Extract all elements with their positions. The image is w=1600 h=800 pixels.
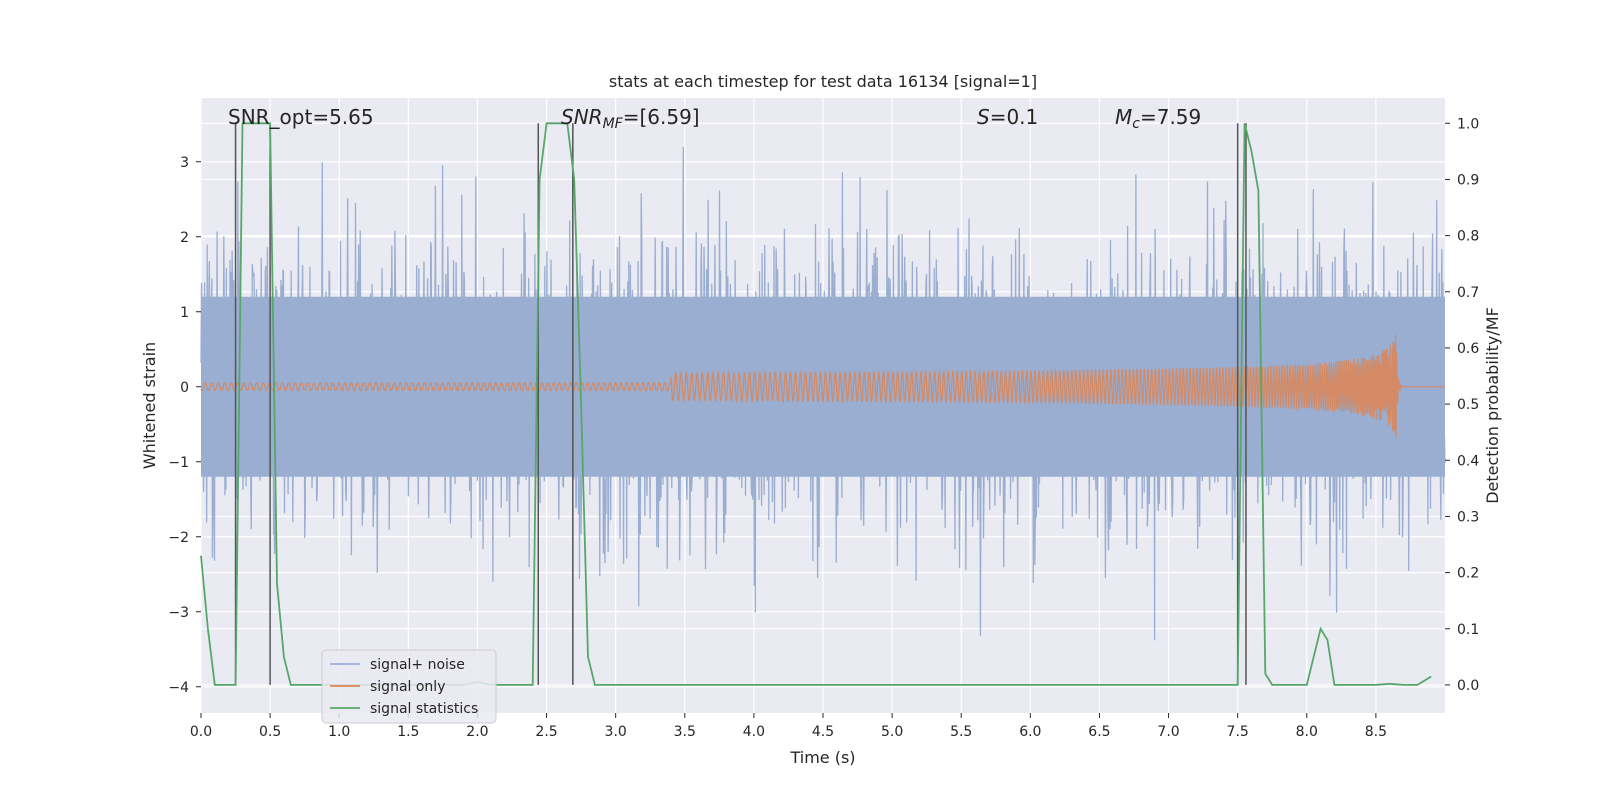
x-tick-label: 1.0 — [328, 724, 350, 740]
x-tick-label: 4.0 — [743, 724, 765, 740]
signal-statistics-series — [200, 122, 1432, 686]
y-right-tick-label: 0.6 — [1457, 341, 1479, 357]
y-right-tick-label: 1.0 — [1457, 116, 1479, 132]
x-tick-label: 6.0 — [1019, 724, 1041, 740]
snr-mf-main: SNR — [561, 105, 603, 129]
y-right-tick-label: 0.3 — [1457, 509, 1479, 525]
x-tick-label: 0.0 — [190, 724, 212, 740]
y-left-tick-label: 1 — [180, 305, 189, 321]
y-right-axis-label: Detection probability/MF — [1483, 307, 1502, 504]
y-right-tick-label: 0.2 — [1457, 566, 1479, 582]
y-right-tick-label: 0.0 — [1457, 678, 1479, 694]
y-left-axis-label: Whitened strain — [140, 342, 159, 469]
x-tick-label: 8.5 — [1365, 724, 1387, 740]
snr-opt-annotation: SNR_opt=5.65 — [228, 105, 374, 129]
x-tick-label: 5.5 — [950, 724, 972, 740]
x-tick-label: 8.0 — [1296, 724, 1318, 740]
x-tick-label: 0.5 — [259, 724, 281, 740]
x-tick-label: 4.5 — [812, 724, 834, 740]
mc-main: M — [1115, 105, 1132, 129]
x-tick-label: 6.5 — [1088, 724, 1110, 740]
y-right-tick-label: 0.8 — [1457, 229, 1479, 245]
y-left-tick-label: 3 — [180, 155, 189, 171]
mc-annotation: Mc=7.59 — [1115, 105, 1201, 132]
x-tick-label: 3.5 — [674, 724, 696, 740]
y-left-tick-label: 0 — [180, 380, 189, 396]
snr-mf-sub: MF — [603, 116, 624, 132]
y-right-tick-label: 0.7 — [1457, 285, 1479, 301]
x-tick-label: 2.5 — [535, 724, 557, 740]
s-main: S — [977, 105, 990, 129]
x-axis-label: Time (s) — [789, 748, 855, 767]
x-tick-label: 3.0 — [605, 724, 627, 740]
x-tick-label: 5.0 — [881, 724, 903, 740]
chart-title: stats at each timestep for test data 161… — [609, 72, 1037, 91]
mc-sub: c — [1132, 116, 1140, 132]
y-right-tick-label: 0.5 — [1457, 397, 1479, 413]
legend-label: signal only — [370, 679, 445, 695]
y-left-tick-label: −1 — [168, 455, 189, 471]
y-right-tick-label: 0.9 — [1457, 172, 1479, 188]
y-right-tick-label: 0.1 — [1457, 622, 1479, 638]
y-left-tick-label: 2 — [180, 230, 189, 246]
legend-label: signal+ noise — [370, 657, 465, 673]
y-left-tick-label: −2 — [168, 530, 189, 546]
snr-mf-value: =[6.59] — [623, 105, 700, 129]
mc-value: =7.59 — [1140, 105, 1201, 129]
x-tick-label: 7.0 — [1157, 724, 1179, 740]
x-tick-label: 7.5 — [1227, 724, 1249, 740]
legend-label: signal statistics — [370, 701, 478, 717]
y-left-tick-label: −3 — [168, 605, 189, 621]
legend-box — [321, 649, 497, 724]
s-value: =0.1 — [990, 105, 1039, 129]
y-left-tick-label: −4 — [168, 680, 189, 696]
x-tick-label: 2.0 — [466, 724, 488, 740]
y-right-tick-label: 0.4 — [1457, 453, 1479, 469]
x-tick-label: 1.5 — [397, 724, 419, 740]
snr-mf-annotation: SNRMF=[6.59] — [561, 105, 700, 132]
s-annotation: S=0.1 — [977, 105, 1038, 129]
